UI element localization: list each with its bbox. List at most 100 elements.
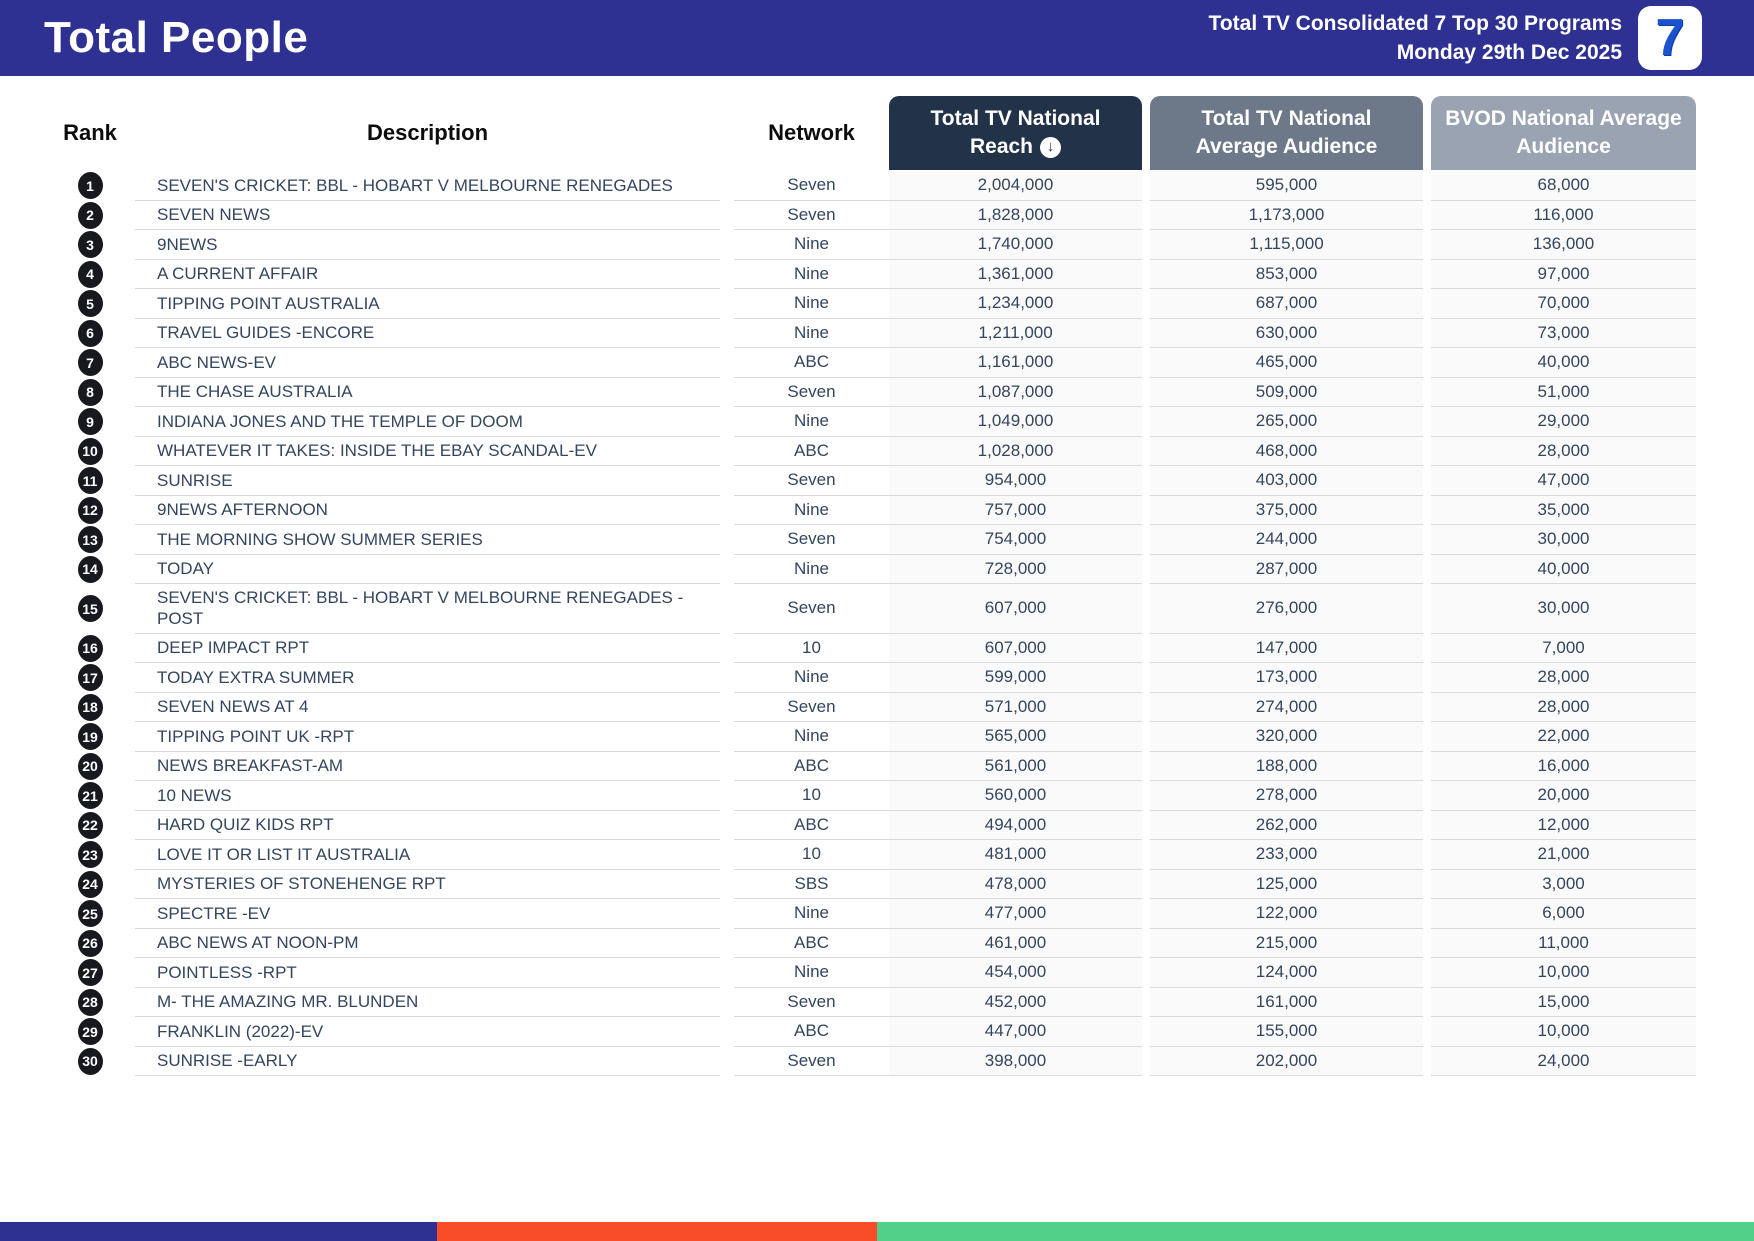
reach-cell: 571,000 bbox=[889, 692, 1142, 722]
rank-badge: 15 bbox=[77, 595, 103, 623]
table-row: 19 TIPPING POINT UK -RPT Nine 565,000 32… bbox=[45, 722, 1696, 752]
column-header-total-tv-average-audience[interactable]: Total TV National Average Audience bbox=[1150, 96, 1423, 170]
rank-badge: 6 bbox=[77, 319, 103, 347]
description-cell: 9NEWS AFTERNOON bbox=[135, 496, 720, 525]
footer-bar bbox=[0, 1222, 1754, 1241]
reach-cell: 1,361,000 bbox=[889, 259, 1142, 289]
reach-cell: 728,000 bbox=[889, 554, 1142, 584]
description-cell: TIPPING POINT UK -RPT bbox=[135, 722, 720, 752]
avg-audience-cell: 233,000 bbox=[1150, 840, 1423, 870]
reach-cell: 447,000 bbox=[889, 1017, 1142, 1047]
description-cell: ABC NEWS-EV bbox=[135, 348, 720, 378]
avg-audience-cell: 188,000 bbox=[1150, 751, 1423, 781]
description-cell: SEVEN'S CRICKET: BBL - HOBART V MELBOURN… bbox=[135, 171, 720, 201]
table-header-row: Rank Description Network Total TV Nation… bbox=[45, 96, 1696, 170]
avg-audience-cell: 278,000 bbox=[1150, 781, 1423, 811]
avg-audience-cell: 465,000 bbox=[1150, 348, 1423, 378]
rank-badge: 16 bbox=[77, 634, 103, 662]
network-cell: Seven bbox=[734, 171, 889, 201]
table-row: 26 ABC NEWS AT NOON-PM ABC 461,000 215,0… bbox=[45, 928, 1696, 958]
table-row: 24 MYSTERIES OF STONEHENGE RPT SBS 478,0… bbox=[45, 869, 1696, 899]
reach-cell: 1,049,000 bbox=[889, 407, 1142, 437]
network-cell: ABC bbox=[734, 348, 889, 378]
column-header-bvod-average-audience[interactable]: BVOD National Average Audience bbox=[1431, 96, 1696, 170]
title-bar: Total People Total TV Consolidated 7 Top… bbox=[0, 0, 1754, 76]
rank-badge: 12 bbox=[77, 496, 103, 524]
bvod-audience-cell: 136,000 bbox=[1431, 230, 1696, 260]
network-cell: SBS bbox=[734, 870, 889, 899]
network-cell: Nine bbox=[734, 230, 889, 260]
table-row: 16 DEEP IMPACT RPT 10 607,000 147,000 7,… bbox=[45, 633, 1696, 663]
bvod-audience-cell: 68,000 bbox=[1431, 171, 1696, 201]
table-row: 5 TIPPING POINT AUSTRALIA Nine 1,234,000… bbox=[45, 289, 1696, 319]
bvod-audience-cell: 7,000 bbox=[1431, 633, 1696, 663]
network-cell: Nine bbox=[734, 319, 889, 348]
bvod-audience-cell: 35,000 bbox=[1431, 495, 1696, 525]
column-header-description: Description bbox=[366, 120, 489, 145]
table-row: 22 HARD QUIZ KIDS RPT ABC 494,000 262,00… bbox=[45, 810, 1696, 840]
network-cell: Nine bbox=[734, 555, 889, 584]
bvod-audience-cell: 29,000 bbox=[1431, 407, 1696, 437]
report-subtitle-line2: Monday 29th Dec 2025 bbox=[1396, 41, 1622, 64]
network-cell: Seven bbox=[734, 525, 889, 555]
bvod-audience-cell: 28,000 bbox=[1431, 663, 1696, 693]
reach-cell: 481,000 bbox=[889, 840, 1142, 870]
bvod-audience-cell: 30,000 bbox=[1431, 525, 1696, 555]
avg-audience-cell: 161,000 bbox=[1150, 987, 1423, 1017]
description-cell: THE CHASE AUSTRALIA bbox=[135, 378, 720, 407]
bvod-audience-cell: 6,000 bbox=[1431, 899, 1696, 929]
avg-audience-cell: 202,000 bbox=[1150, 1046, 1423, 1076]
bvod-audience-cell: 73,000 bbox=[1431, 318, 1696, 348]
sort-descending-icon[interactable]: ↓ bbox=[1040, 136, 1061, 158]
description-cell: SEVEN NEWS bbox=[135, 201, 720, 230]
rank-badge: 24 bbox=[77, 870, 103, 898]
network-cell: Seven bbox=[734, 378, 889, 407]
network-cell: Nine bbox=[734, 407, 889, 437]
table-row: 13 THE MORNING SHOW SUMMER SERIES Seven … bbox=[45, 525, 1696, 555]
seven-logo-glyph: 7 bbox=[1655, 9, 1685, 67]
rank-badge: 11 bbox=[77, 467, 103, 495]
avg-audience-cell: 403,000 bbox=[1150, 466, 1423, 496]
footer-segment-orange bbox=[437, 1222, 877, 1241]
avg-audience-cell: 287,000 bbox=[1150, 554, 1423, 584]
avg-audience-cell: 274,000 bbox=[1150, 692, 1423, 722]
description-cell: ABC NEWS AT NOON-PM bbox=[135, 929, 720, 958]
description-cell: INDIANA JONES AND THE TEMPLE OF DOOM bbox=[135, 407, 720, 437]
description-cell: FRANKLIN (2022)-EV bbox=[135, 1017, 720, 1047]
rank-badge: 8 bbox=[77, 378, 103, 406]
bvod-audience-cell: 3,000 bbox=[1431, 869, 1696, 899]
bvod-audience-cell: 47,000 bbox=[1431, 466, 1696, 496]
page-title: Total People bbox=[44, 13, 309, 62]
network-cell: Nine bbox=[734, 722, 889, 752]
rank-badge: 2 bbox=[77, 201, 103, 229]
network-cell: Seven bbox=[734, 1047, 889, 1076]
description-cell: A CURRENT AFFAIR bbox=[135, 260, 720, 289]
table-row: 15 SEVEN'S CRICKET: BBL - HOBART V MELBO… bbox=[45, 584, 1696, 634]
table-body: 1 SEVEN'S CRICKET: BBL - HOBART V MELBOU… bbox=[45, 171, 1696, 1076]
network-cell: Nine bbox=[734, 663, 889, 693]
rank-badge: 3 bbox=[77, 231, 103, 259]
table-row: 27 POINTLESS -RPT Nine 454,000 124,000 1… bbox=[45, 958, 1696, 988]
table-row: 11 SUNRISE Seven 954,000 403,000 47,000 bbox=[45, 466, 1696, 496]
rank-badge: 1 bbox=[77, 172, 103, 200]
bvod-audience-cell: 24,000 bbox=[1431, 1046, 1696, 1076]
footer-segment-green bbox=[876, 1222, 1754, 1241]
reach-cell: 452,000 bbox=[889, 987, 1142, 1017]
bvod-audience-cell: 40,000 bbox=[1431, 348, 1696, 378]
avg-audience-cell: 509,000 bbox=[1150, 377, 1423, 407]
description-cell: 10 NEWS bbox=[135, 781, 720, 811]
avg-audience-cell: 595,000 bbox=[1150, 171, 1423, 201]
network-cell: ABC bbox=[734, 437, 889, 466]
avg-audience-cell: 1,115,000 bbox=[1150, 230, 1423, 260]
avg-audience-cell: 468,000 bbox=[1150, 436, 1423, 466]
rank-badge: 22 bbox=[77, 811, 103, 839]
description-cell: TODAY bbox=[135, 555, 720, 584]
rank-badge: 18 bbox=[77, 693, 103, 721]
network-cell: 10 bbox=[734, 781, 889, 811]
reach-cell: 494,000 bbox=[889, 810, 1142, 840]
rank-badge: 30 bbox=[77, 1047, 103, 1075]
reach-cell: 565,000 bbox=[889, 722, 1142, 752]
table-row: 20 NEWS BREAKFAST-AM ABC 561,000 188,000… bbox=[45, 751, 1696, 781]
column-header-network: Network bbox=[768, 120, 855, 145]
column-header-total-tv-reach[interactable]: Total TV National Reach ↓ bbox=[889, 96, 1142, 170]
